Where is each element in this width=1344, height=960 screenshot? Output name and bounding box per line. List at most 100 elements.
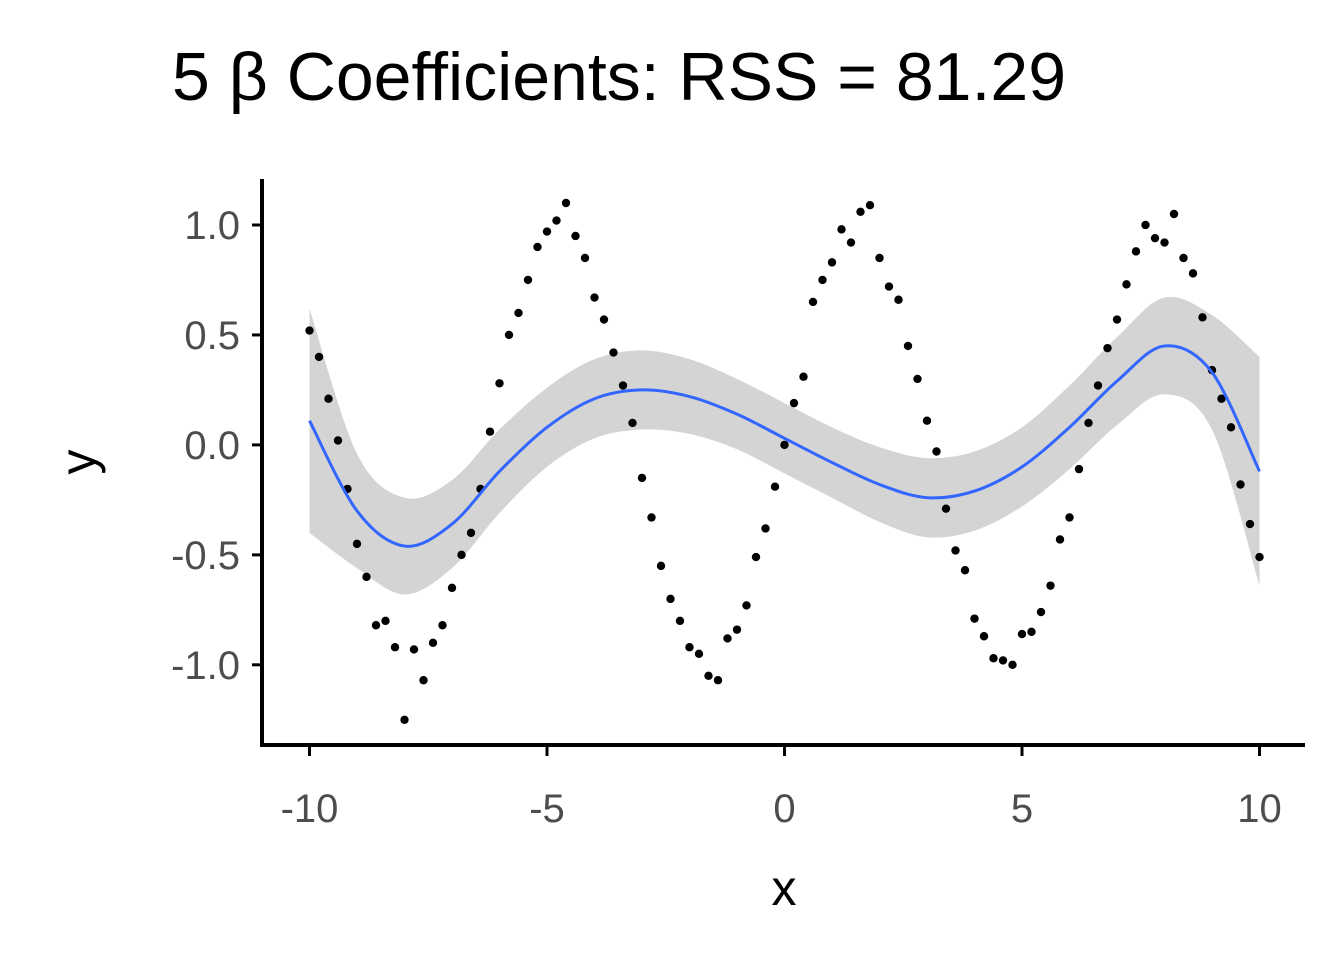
data-point [314, 352, 324, 362]
data-point [666, 594, 675, 604]
y-axis-title: y [50, 450, 106, 475]
data-point [780, 440, 789, 450]
y-tick-label: -0.5 [171, 534, 240, 578]
chart-title: 5 β Coefficients: RSS = 81.29 [172, 39, 1066, 115]
data-point [533, 242, 542, 252]
data-point [637, 473, 647, 483]
data-point [713, 676, 723, 685]
fit-line [308, 344, 1261, 548]
data-point [1046, 581, 1055, 590]
data-point [865, 200, 875, 210]
data-point [1236, 480, 1245, 489]
data-point [970, 614, 979, 623]
data-point [542, 227, 552, 236]
data-point [647, 513, 656, 522]
data-point [514, 308, 523, 318]
data-point [685, 643, 694, 652]
data-point [989, 654, 998, 663]
data-point [1179, 253, 1188, 263]
data-point [742, 601, 751, 610]
data-point [1131, 247, 1141, 256]
data-point [1017, 629, 1027, 639]
data-point [1255, 552, 1264, 562]
data-point [1141, 220, 1150, 230]
data-point [590, 293, 599, 302]
data-point [941, 504, 951, 513]
data-point [1074, 464, 1084, 474]
data-point [894, 295, 903, 304]
data-point [447, 583, 457, 593]
data-point [1112, 315, 1122, 324]
data-point [428, 638, 438, 648]
data-point [1065, 513, 1074, 522]
data-point [1103, 343, 1112, 353]
data-point [371, 621, 381, 630]
data-point [846, 238, 856, 247]
data-point [561, 198, 571, 208]
x-tick-label: 0 [773, 787, 795, 831]
data-point [751, 552, 761, 562]
data-point [628, 418, 637, 428]
data-point [352, 539, 362, 549]
data-point [1055, 535, 1065, 544]
data-point [362, 572, 371, 582]
data-point [324, 394, 333, 403]
data-point [1084, 418, 1093, 428]
data-point [390, 643, 400, 652]
y-tick-label: -1.0 [171, 644, 240, 688]
y-tick-label: 0.0 [184, 424, 240, 468]
data-point [1169, 209, 1179, 219]
data-point [827, 258, 837, 267]
data-point [305, 326, 314, 335]
data-point [485, 427, 495, 436]
data-point [789, 398, 799, 408]
data-point [1008, 660, 1017, 670]
data-point [1188, 269, 1198, 278]
data-point [903, 341, 913, 351]
x-tick-label: -10 [281, 787, 339, 831]
data-point [808, 297, 818, 307]
data-point [457, 550, 466, 560]
data-point [732, 625, 742, 634]
data-point [960, 566, 970, 575]
data-point [400, 715, 409, 725]
data-point [675, 616, 685, 626]
data-point [1093, 381, 1103, 390]
data-point [1160, 238, 1169, 247]
y-tick-label: 1.0 [184, 204, 240, 248]
data-point [694, 649, 704, 659]
data-point [504, 330, 514, 340]
x-tick-label: 10 [1237, 787, 1282, 831]
data-point [875, 253, 884, 263]
data-point [381, 616, 390, 626]
data-point [704, 671, 713, 681]
data-point [951, 546, 960, 555]
data-point [856, 207, 865, 216]
data-point [333, 436, 343, 445]
data-point [571, 231, 580, 241]
data-point [1245, 519, 1255, 529]
data-point [884, 282, 894, 291]
data-point [1122, 280, 1131, 289]
data-point [922, 416, 932, 425]
x-tick-label: 5 [1011, 787, 1033, 831]
data-point [1150, 233, 1160, 243]
data-point [723, 634, 732, 643]
data-point [599, 315, 609, 324]
data-point [580, 253, 590, 263]
data-point [761, 524, 770, 533]
data-point [609, 348, 618, 357]
x-axis-title: x [772, 860, 797, 916]
data-point [932, 447, 941, 456]
y-tick-label: 0.5 [184, 314, 240, 358]
data-point [656, 561, 666, 571]
data-point [419, 676, 428, 685]
data-point [495, 379, 504, 388]
data-point [1217, 394, 1226, 403]
data-point [998, 656, 1008, 665]
data-point [438, 621, 447, 630]
data-point [799, 372, 808, 381]
data-point [409, 645, 419, 654]
